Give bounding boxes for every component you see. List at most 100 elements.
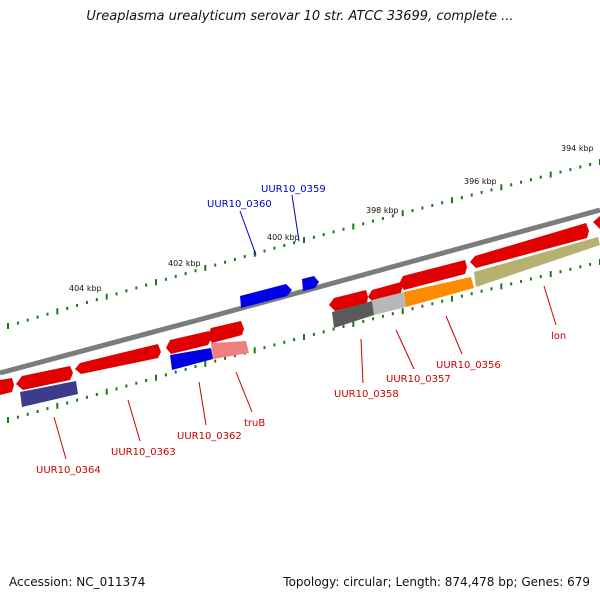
scale-major-tick	[500, 283, 503, 290]
scale-major-tick	[253, 347, 256, 354]
scale-minor-tick	[194, 365, 197, 369]
label-uur10-0359[interactable]: UUR10_0359	[261, 184, 326, 195]
label-lon[interactable]: lon	[551, 331, 566, 342]
gene-lon-bar[interactable]	[474, 237, 600, 287]
leader-uur10-0364	[53, 416, 67, 460]
scale-minor-tick	[125, 384, 128, 388]
gene-arrow[interactable]	[166, 331, 211, 354]
scale-minor-tick	[85, 395, 88, 399]
label-uur10-0356[interactable]: UUR10_0356	[436, 360, 501, 371]
scale-minor-tick	[520, 180, 523, 184]
tick-label-402: 402 kbp	[168, 259, 201, 268]
scale-minor-tick	[441, 299, 444, 303]
scale-minor-tick	[263, 249, 266, 253]
scale-minor-tick	[490, 287, 493, 291]
scale-major-tick	[352, 321, 355, 327]
gene-trub-bar[interactable]	[211, 341, 249, 359]
scale-minor-tick	[381, 217, 384, 220]
scale-minor-tick	[431, 203, 434, 207]
tick-label-396: 396 kbp	[464, 177, 497, 186]
gene-arrow[interactable]	[75, 344, 161, 374]
scale-major-tick	[155, 279, 157, 286]
gene-uur10-0359-arrow[interactable]	[302, 276, 319, 291]
gene-arrow[interactable]	[593, 216, 600, 229]
gene-uur10-0364-bar[interactable]	[20, 381, 78, 407]
scale-minor-tick	[520, 279, 523, 283]
gene-arrow[interactable]	[208, 321, 244, 343]
scale-minor-tick	[293, 241, 296, 245]
scale-minor-tick	[411, 209, 414, 213]
scale-minor-tick	[381, 314, 384, 318]
scale-minor-tick	[16, 321, 19, 325]
scale-minor-tick	[342, 325, 345, 329]
gene-arrow[interactable]	[399, 260, 467, 290]
scale-minor-tick	[76, 398, 79, 402]
scale-minor-tick	[539, 175, 542, 179]
scale-minor-tick	[164, 373, 167, 377]
scale-minor-tick	[342, 227, 345, 231]
scale-minor-tick	[95, 298, 98, 302]
scale-minor-tick	[579, 265, 582, 269]
gene-arrow[interactable]	[470, 223, 589, 268]
label-leaders	[53, 194, 557, 460]
scale-minor-tick	[322, 233, 325, 237]
scale-minor-tick	[115, 292, 118, 296]
scale-minor-tick	[293, 338, 296, 342]
label-trub[interactable]: truB	[244, 418, 265, 429]
scale-minor-tick	[164, 277, 167, 281]
scale-minor-tick	[283, 340, 286, 344]
scale-major-tick	[7, 323, 9, 329]
scale-minor-tick	[332, 327, 335, 331]
scale-minor-tick	[125, 289, 128, 293]
scale-minor-tick	[135, 286, 138, 290]
scale-major-tick	[105, 388, 108, 395]
label-uur10-0357[interactable]: UUR10_0357	[386, 374, 451, 385]
scale-major-tick	[451, 295, 453, 302]
scale-minor-tick	[95, 393, 98, 396]
scale-minor-tick	[510, 282, 513, 286]
red-gene-row	[0, 216, 600, 395]
scale-minor-tick	[312, 332, 315, 336]
scale-minor-tick	[559, 270, 562, 274]
scale-minor-tick	[66, 401, 69, 405]
scale-minor-tick	[579, 165, 582, 169]
label-uur10-0362[interactable]: UUR10_0362	[177, 431, 242, 442]
scale-minor-tick	[460, 294, 463, 298]
gene-uur10-0362-bar[interactable]	[170, 348, 213, 370]
label-uur10-0363[interactable]: UUR10_0363	[111, 447, 176, 458]
gene-arrow[interactable]	[0, 378, 14, 395]
scale-major-tick	[549, 271, 552, 278]
gene-uur10-0356-bar[interactable]	[404, 277, 474, 307]
scale-minor-tick	[322, 330, 325, 334]
scale-major-tick	[401, 308, 404, 315]
scale-major-tick	[500, 184, 503, 191]
scale-minor-tick	[529, 178, 532, 182]
scale-minor-tick	[362, 222, 365, 226]
scale-minor-tick	[243, 255, 246, 259]
scale-minor-tick	[184, 367, 187, 371]
genome-backbone	[0, 207, 600, 376]
gene-arrow[interactable]	[16, 366, 73, 390]
scale-minor-tick	[46, 407, 49, 411]
gene-arrow[interactable]	[329, 290, 368, 311]
gene-uur10-0358-bar[interactable]	[332, 301, 374, 328]
scale-minor-tick	[115, 387, 118, 391]
leader-uur10-0363	[127, 399, 141, 442]
scale-minor-tick	[174, 370, 177, 374]
scale-minor-tick	[421, 206, 424, 210]
scale-minor-tick	[372, 219, 375, 223]
accession-text: Accession: NC_011374	[9, 575, 146, 589]
gene-uur10-0357-bar[interactable]	[372, 292, 406, 315]
scale-minor-tick	[76, 303, 79, 307]
leader-lon	[543, 285, 557, 326]
scale-minor-tick	[589, 262, 592, 266]
scale-minor-tick	[263, 346, 266, 350]
scale-minor-tick	[470, 193, 473, 197]
label-uur10-0360[interactable]: UUR10_0360	[207, 199, 272, 210]
leader-trub	[235, 371, 253, 413]
scale-minor-tick	[539, 275, 542, 279]
label-uur10-0358[interactable]: UUR10_0358	[334, 389, 399, 400]
gene-uur10-0360-arrow[interactable]	[240, 284, 292, 308]
label-uur10-0364[interactable]: UUR10_0364	[36, 465, 101, 476]
